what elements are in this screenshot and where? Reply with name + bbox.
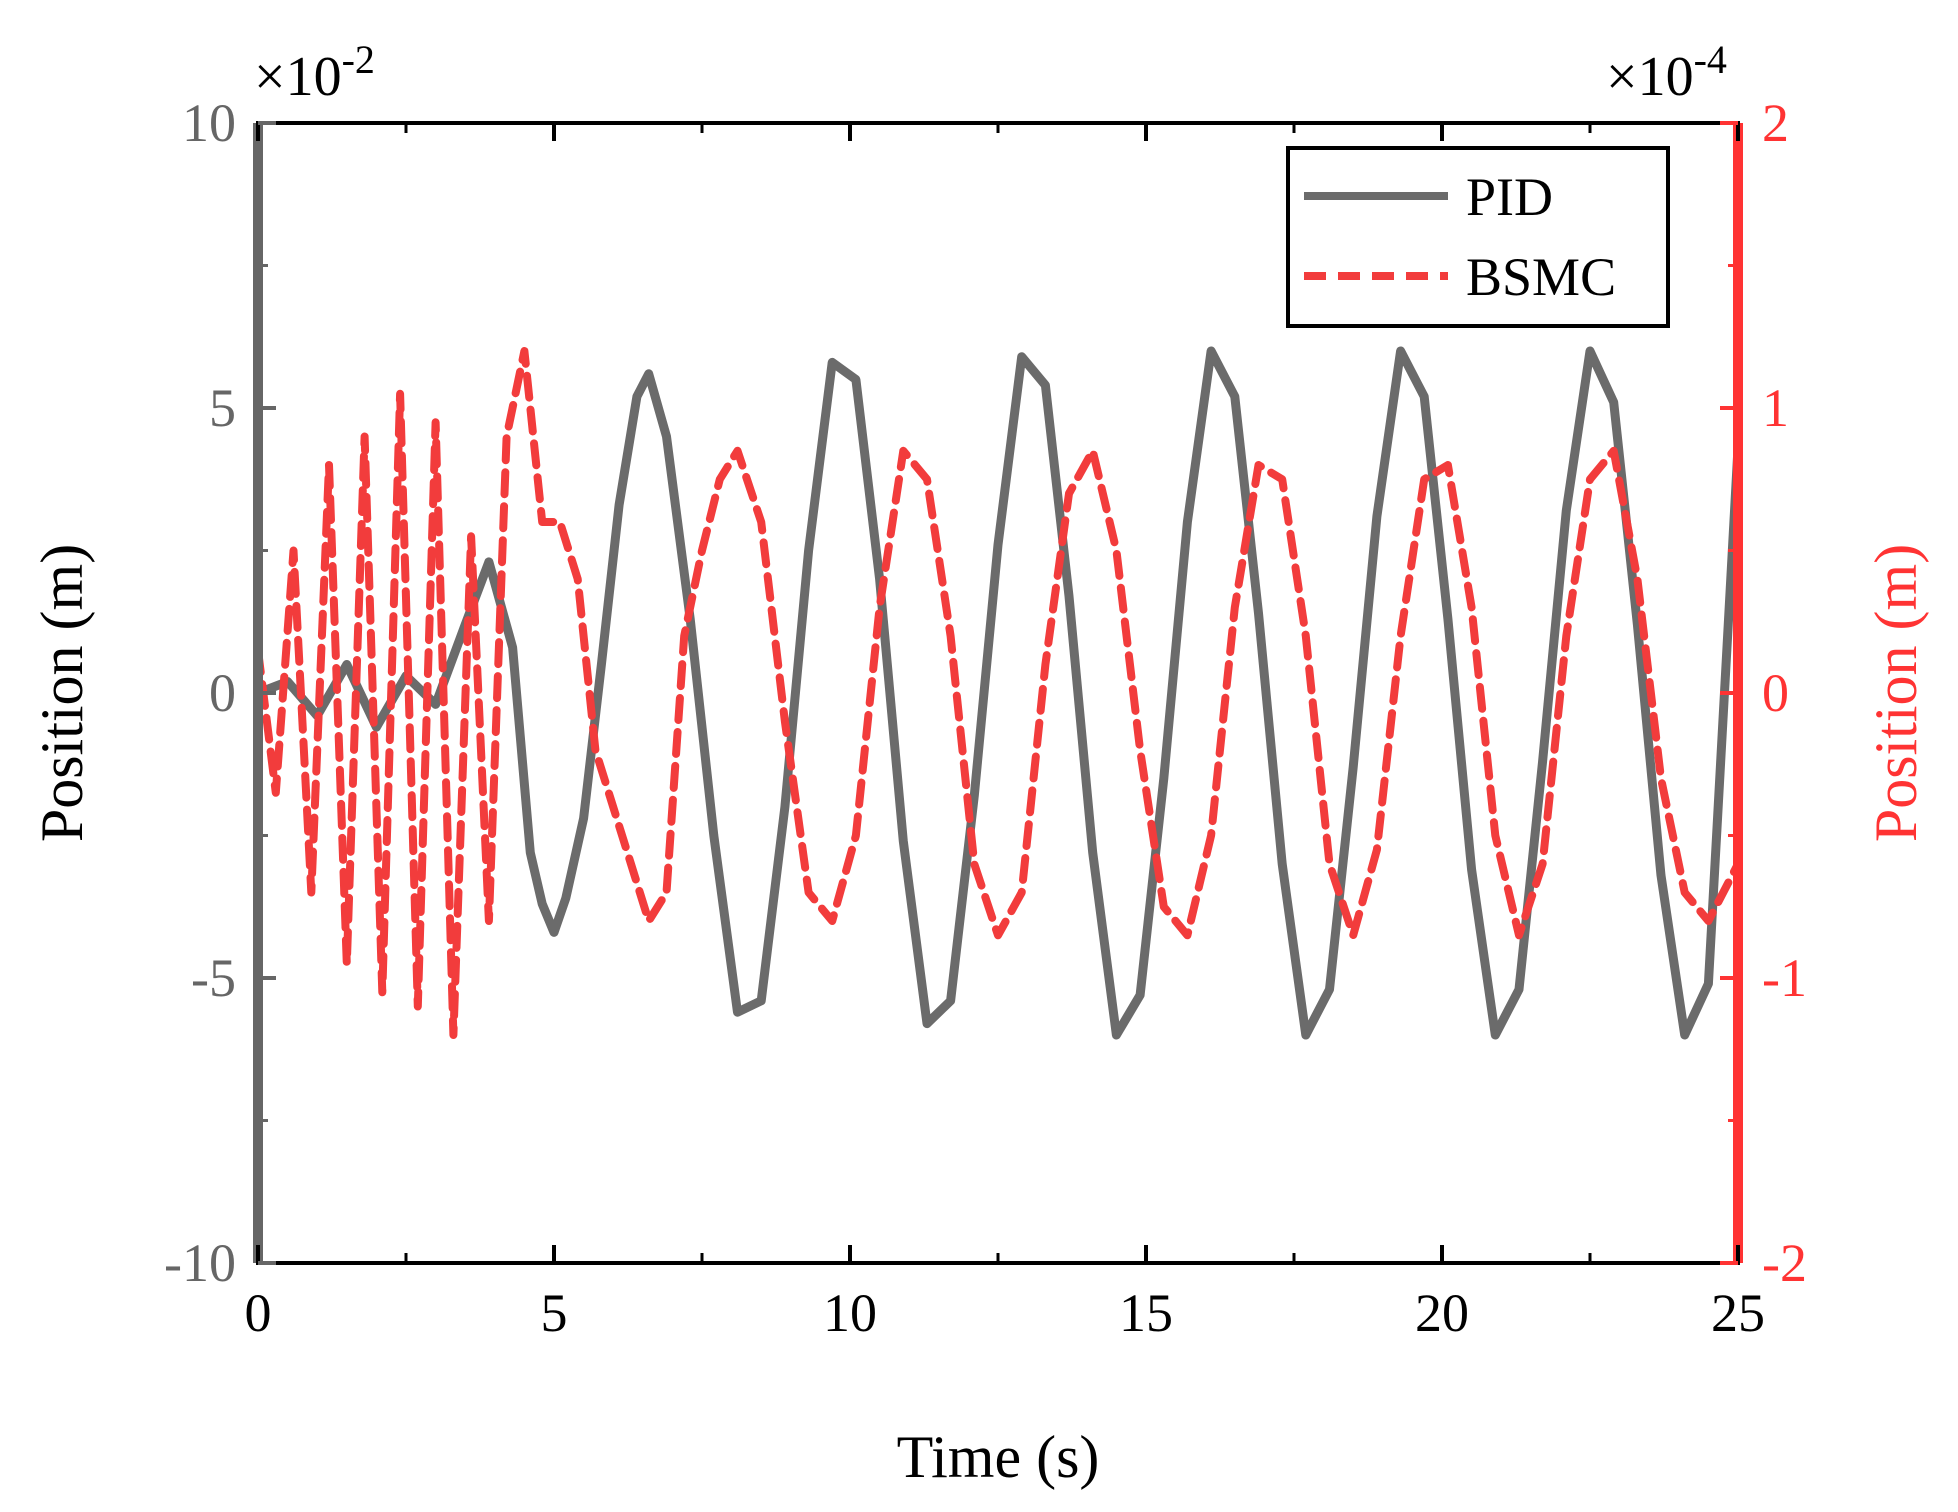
legend: PID BSMC [1286,146,1670,328]
y-left-exponent-label: ×10-2 [254,37,375,108]
series-layer [253,346,1743,1040]
y-left-exponent-base: ×10 [254,46,342,108]
y-left-exponent-power: -2 [342,37,375,82]
y-right-tick-label: -2 [1762,1233,1807,1293]
x-tick-label: 15 [1119,1283,1173,1343]
y-right-exponent-power: -4 [1694,37,1727,82]
series-line-pid [253,346,1743,1040]
x-tick-label: 5 [541,1283,568,1343]
legend-label-bsmc: BSMC [1466,247,1616,307]
series-line-bsmc [254,347,1742,1039]
y-left-tick-label: 0 [209,663,236,723]
legend-box [1286,146,1670,328]
y-left-tick-label: -5 [191,948,236,1008]
x-axis-title: Time (s) [897,1424,1100,1490]
x-tick-label: 0 [245,1283,272,1343]
y-right-tick-label: 2 [1762,93,1789,153]
y-right-exponent-base: ×10 [1606,46,1694,108]
x-tick-label: 25 [1711,1283,1765,1343]
y-right-exponent-label: ×10-4 [1606,37,1727,108]
ticks-layer [253,121,1743,1265]
y-left-tick-label: 5 [209,378,236,438]
y-axis-right-title: Position (m) [1863,544,1929,842]
y-right-tick-label: 1 [1762,378,1789,438]
y-right-tick-label: -1 [1762,948,1807,1008]
y-left-tick-label: 10 [182,93,236,153]
legend-label-pid: PID [1466,167,1553,227]
y-left-tick-label: -10 [164,1233,236,1293]
x-tick-label: 10 [823,1283,877,1343]
y-axis-left-title: Position (m) [29,544,95,842]
y-right-tick-label: 0 [1762,663,1789,723]
x-tick-label: 20 [1415,1283,1469,1343]
